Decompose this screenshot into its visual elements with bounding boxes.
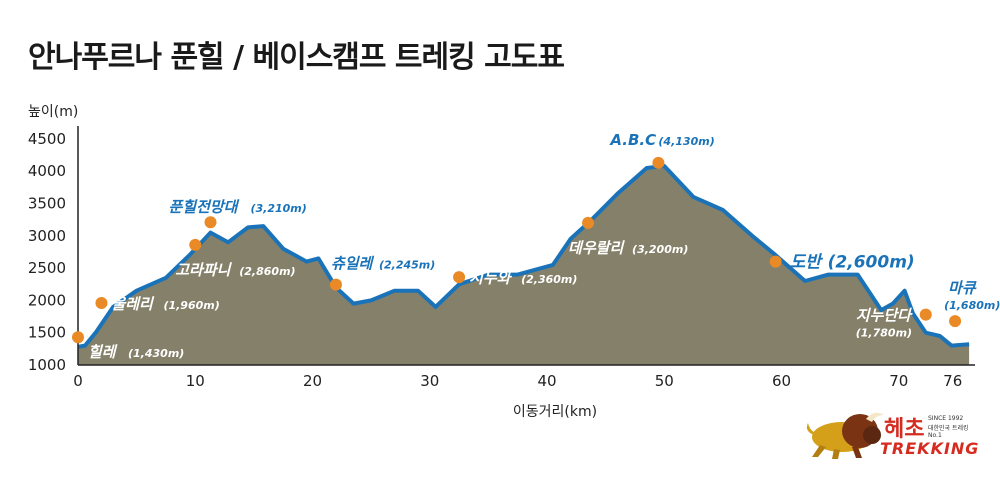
page-title: 안나푸르나 푼힐 / 베이스캠프 트레킹 고도표 [28, 40, 565, 75]
y-axis-label: 높이(m) [28, 104, 78, 120]
waypoint-name: 고라파니 [175, 261, 232, 279]
waypoint-name: 지누단다 [856, 307, 913, 325]
logo-brand-korean: 헤초 [884, 417, 925, 442]
waypoint-elevation: (2,245m) [379, 259, 435, 272]
logo-trekking: TREKKING [880, 439, 980, 458]
waypoint-marker [949, 315, 962, 328]
x-tick-label: 70 [889, 372, 908, 390]
waypoint-name: 데우랄리 [568, 239, 625, 257]
waypoint-elevation: (2,600m) [828, 253, 915, 273]
waypoint-elevation: (1,680m) [944, 299, 1000, 312]
x-tick-label: 60 [772, 372, 791, 390]
waypoint-elevation: (1,960m) [163, 299, 219, 312]
x-tick-label: 30 [420, 372, 439, 390]
elevation-line [77, 164, 970, 349]
waypoint-marker [453, 271, 466, 284]
waypoint-marker [919, 308, 932, 321]
waypoint-name: 도반 [790, 253, 824, 273]
waypoint-marker [95, 296, 108, 309]
y-tick-label: 2500 [28, 259, 66, 277]
waypoint-elevation: (2,360m) [521, 273, 577, 286]
waypoint-elevation: (4,130m) [658, 135, 714, 148]
waypoint-elevation: (1,430m) [128, 347, 184, 360]
waypoint-marker [189, 238, 202, 251]
x-axis-label: 이동거리(km) [513, 404, 597, 420]
trekking-logo: 헤초 SINCE 1992 대한민국 트레킹 No.1 TREKKING [800, 405, 980, 460]
waypoint-name: 푼힐전망대 [168, 198, 239, 216]
y-tick-label: 2000 [28, 291, 66, 309]
y-tick-label: 3000 [28, 227, 66, 245]
x-tick-label: 20 [303, 372, 322, 390]
x-tick-label: 0 [73, 372, 83, 390]
waypoint-name: 시누와 [469, 269, 513, 287]
waypoint-name: 울레리 [111, 295, 155, 313]
x-tick-label: 10 [186, 372, 205, 390]
waypoint-marker [582, 216, 595, 229]
waypoint-elevation: (1,780m) [856, 327, 912, 340]
waypoint-elevation: (3,200m) [632, 243, 688, 256]
x-tick-label: 40 [537, 372, 556, 390]
y-tick-label: 1500 [28, 324, 66, 342]
waypoint-marker [72, 331, 84, 344]
waypoint-marker [204, 216, 217, 229]
waypoint-marker [329, 278, 342, 291]
y-tick-label: 4500 [28, 130, 66, 148]
logo-since: SINCE 1992 [928, 415, 964, 422]
y-tick-label: 4000 [28, 162, 66, 180]
logo-subtitle: 대한민국 트레킹 No.1 [928, 425, 969, 439]
x-tick-label: 50 [655, 372, 674, 390]
waypoint-elevation: (3,210m) [250, 202, 306, 215]
bison-logo-icon [806, 412, 884, 459]
waypoint-name: A.B.C [609, 131, 656, 149]
x-tick-label: 76 [943, 372, 962, 390]
waypoint-elevation: (2,860m) [239, 265, 295, 278]
waypoint-marker [652, 156, 665, 169]
waypoint-name: 힐레 [88, 343, 118, 361]
y-tick-label: 1000 [28, 356, 66, 374]
y-tick-label: 3500 [28, 195, 66, 213]
elevation-area [78, 166, 970, 365]
waypoint-name: 츄일레 [331, 255, 375, 273]
waypoint-name: 마큐 [948, 279, 977, 297]
waypoint-marker [769, 255, 782, 268]
